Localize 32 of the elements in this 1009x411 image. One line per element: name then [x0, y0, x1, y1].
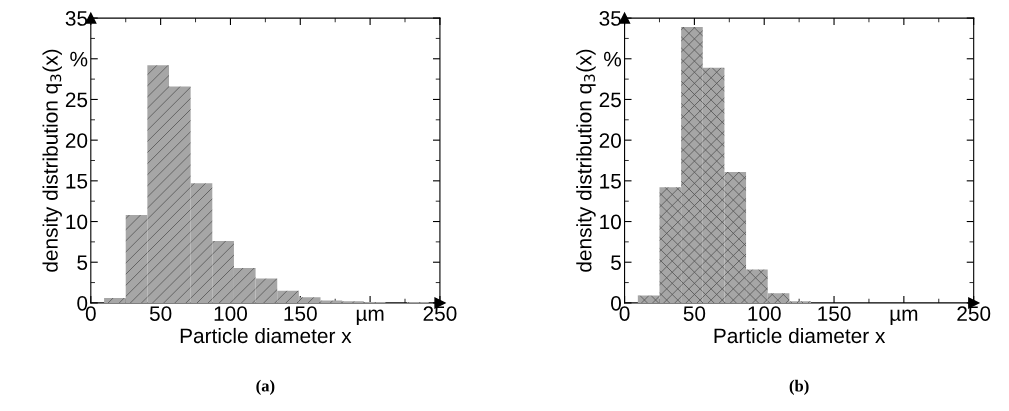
- x-tick-label: 250: [423, 306, 457, 321]
- y-axis-title: density distribution q$_{3}$(x): [576, 49, 596, 272]
- x-tick-label: µm: [890, 309, 918, 326]
- y-tick-label: 0: [611, 295, 621, 311]
- y-tick-label: 25: [599, 92, 621, 108]
- y-tick-label: 25: [65, 92, 88, 108]
- y-tick-label: 15: [600, 174, 621, 189]
- y-tick-label: 0: [77, 295, 88, 311]
- y-tick-label: %: [70, 51, 88, 67]
- y-tick-label: 20: [65, 133, 88, 148]
- text: (a): [256, 379, 275, 395]
- y-tick-label: 10: [66, 214, 88, 230]
- y-tick-label: 20: [599, 133, 621, 148]
- y-tick-label: 5: [77, 255, 88, 270]
- y-tick-label: 35: [65, 11, 88, 26]
- x-tick-label: 100: [748, 306, 781, 321]
- y-tick-label: 5: [611, 255, 621, 270]
- x-tick-label: µm: [356, 309, 384, 326]
- y-tick-label: 10: [600, 214, 621, 230]
- x-axis-title: Particle diameter x: [714, 327, 886, 344]
- x-tick-label: 50: [149, 306, 172, 321]
- x-tick-label: 150: [284, 306, 317, 321]
- x-tick-label: 150: [818, 306, 851, 321]
- x-tick-label: 50: [683, 306, 706, 321]
- x-tick-label: 100: [214, 306, 248, 321]
- y-tick-label: %: [604, 51, 622, 67]
- y-tick-label: 15: [66, 174, 88, 189]
- x-axis-title: Particle diameter x: [180, 327, 352, 344]
- y-axis-title: density distribution q$_{3}$(x): [42, 49, 62, 272]
- y-tick-label: 35: [599, 11, 621, 26]
- text: (b): [789, 379, 809, 395]
- x-tick-label: 250: [957, 306, 991, 321]
